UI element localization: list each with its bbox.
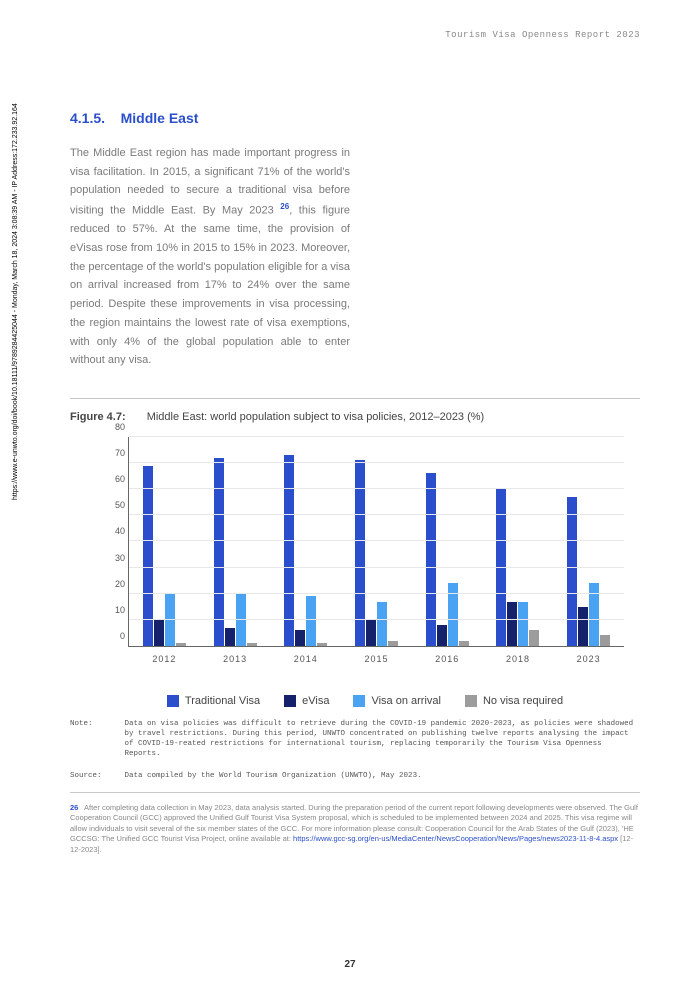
chart-x-tick-label: 2018 xyxy=(483,654,554,664)
source-label: Source: xyxy=(70,771,120,781)
source-text: Data compiled by the World Tourism Organ… xyxy=(125,771,640,781)
chart-plot-area: 2012201320142015201620182023 01020304050… xyxy=(128,437,624,647)
chart-y-tick-label: 70 xyxy=(105,448,125,458)
figure-source: Source: Data compiled by the World Touri… xyxy=(70,771,640,781)
chart-gridline xyxy=(129,514,624,515)
legend-swatch xyxy=(284,695,296,707)
legend-item: No visa required xyxy=(465,695,563,707)
chart-bar xyxy=(518,602,528,646)
chart-gridline xyxy=(129,567,624,568)
chart-bar xyxy=(154,620,164,646)
figure-caption: Figure 4.7: Middle East: world populatio… xyxy=(70,411,640,423)
chart-x-tick-label: 2015 xyxy=(341,654,412,664)
body-paragraph: The Middle East region has made importan… xyxy=(70,144,350,370)
chart-bar-group: 2015 xyxy=(341,437,412,646)
chart-y-tick-label: 40 xyxy=(105,526,125,536)
running-header: Tourism Visa Openness Report 2023 xyxy=(445,30,640,40)
chart-y-tick-label: 0 xyxy=(105,631,125,641)
footnote-link[interactable]: https://www.gcc-sg.org/en-us/MediaCenter… xyxy=(293,834,618,843)
side-citation: https://www.e-unwto.org/doi/book/10.1811… xyxy=(12,103,19,500)
chart-x-tick-label: 2023 xyxy=(553,654,624,664)
chart-bar xyxy=(214,458,224,646)
chart-bars-row: 2012201320142015201620182023 xyxy=(129,437,624,646)
chart-x-tick-label: 2014 xyxy=(270,654,341,664)
note-text: Data on visa policies was difficult to r… xyxy=(125,719,640,760)
chart-bar xyxy=(426,473,436,645)
chart-bar xyxy=(567,497,577,646)
chart-bar-group: 2014 xyxy=(270,437,341,646)
chart-gridline xyxy=(129,593,624,594)
chart-bar xyxy=(529,630,539,646)
chart-bar xyxy=(247,643,257,646)
footnote-ref[interactable]: 26 xyxy=(280,202,289,211)
legend-item: eVisa xyxy=(284,695,329,707)
note-label: Note: xyxy=(70,719,120,729)
chart-bar xyxy=(176,643,186,646)
chart-bar xyxy=(377,602,387,646)
chart-bar-group: 2012 xyxy=(129,437,200,646)
chart-y-tick-label: 80 xyxy=(105,422,125,432)
chart-x-tick-label: 2012 xyxy=(129,654,200,664)
chart-bar-group: 2023 xyxy=(553,437,624,646)
footnote: 26 After completing data collection in M… xyxy=(70,803,640,856)
chart-bar xyxy=(459,641,469,646)
legend-swatch xyxy=(167,695,179,707)
chart-bar xyxy=(306,596,316,646)
legend-label: Visa on arrival xyxy=(371,695,441,707)
chart-y-tick-label: 10 xyxy=(105,605,125,615)
figure-title: Middle East: world population subject to… xyxy=(147,411,485,423)
chart-gridline xyxy=(129,619,624,620)
figure-note: Note: Data on visa policies was difficul… xyxy=(70,719,640,760)
section-title-text: Middle East xyxy=(121,110,199,126)
bar-chart: 2012201320142015201620182023 01020304050… xyxy=(128,437,624,667)
figure-rule-top xyxy=(70,398,640,399)
page-number: 27 xyxy=(0,959,700,970)
chart-gridline xyxy=(129,540,624,541)
footnote-rule xyxy=(70,792,640,793)
chart-bar xyxy=(388,641,398,646)
chart-bar xyxy=(600,635,610,645)
chart-bar xyxy=(507,602,517,646)
chart-bar-group: 2016 xyxy=(412,437,483,646)
chart-y-tick-label: 60 xyxy=(105,474,125,484)
chart-gridline xyxy=(129,488,624,489)
chart-bar-group: 2013 xyxy=(200,437,271,646)
chart-y-tick-label: 20 xyxy=(105,579,125,589)
chart-gridline xyxy=(129,436,624,437)
chart-bar xyxy=(366,620,376,646)
chart-bar xyxy=(496,489,506,646)
chart-bar xyxy=(284,455,294,646)
footnote-number: 26 xyxy=(70,803,78,812)
chart-x-tick-label: 2013 xyxy=(200,654,271,664)
chart-bar xyxy=(578,607,588,646)
section-heading: 4.1.5. Middle East xyxy=(70,110,640,126)
chart-bar xyxy=(295,630,305,646)
section-number: 4.1.5. xyxy=(70,110,105,126)
chart-bar xyxy=(236,594,246,646)
legend-label: eVisa xyxy=(302,695,329,707)
legend-item: Traditional Visa xyxy=(167,695,260,707)
chart-bar xyxy=(225,628,235,646)
chart-x-tick-label: 2016 xyxy=(412,654,483,664)
chart-bar xyxy=(317,643,327,646)
body-text-b: , this figure reduced to 57%. At the sam… xyxy=(70,205,350,367)
chart-bar-group: 2018 xyxy=(483,437,554,646)
legend-label: Traditional Visa xyxy=(185,695,260,707)
chchart-legend: Traditional Visa eVisa Visa on arrival No v… xyxy=(100,695,630,707)
legend-swatch xyxy=(465,695,477,707)
chart-bar xyxy=(165,594,175,646)
chart-y-tick-label: 50 xyxy=(105,500,125,510)
chart-bar xyxy=(437,625,447,646)
chart-y-tick-label: 30 xyxy=(105,553,125,563)
chart-gridline xyxy=(129,462,624,463)
legend-item: Visa on arrival xyxy=(353,695,441,707)
legend-label: No visa required xyxy=(483,695,563,707)
legend-swatch xyxy=(353,695,365,707)
chart-container: 2012201320142015201620182023 01020304050… xyxy=(70,437,640,707)
